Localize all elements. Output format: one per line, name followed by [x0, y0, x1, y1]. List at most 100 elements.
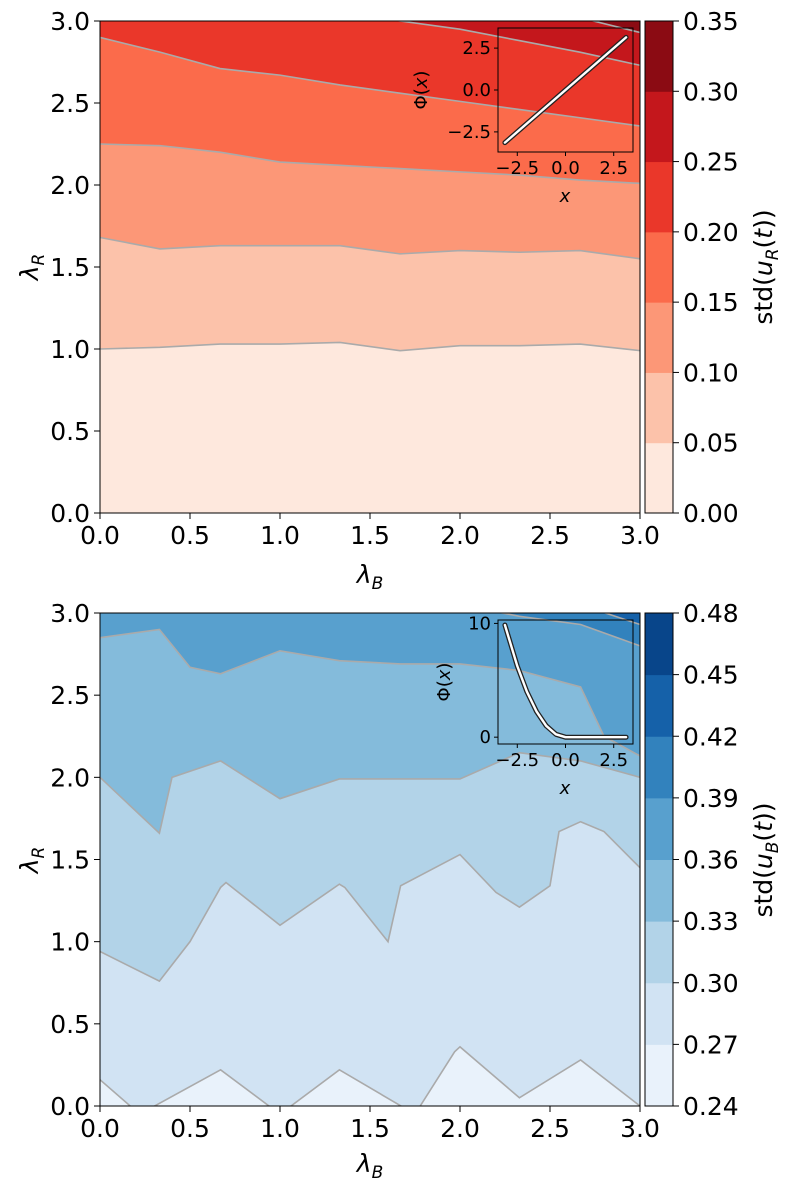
- top-inset: −2.5 0.0 2.5 −2.5 0.0 2.5 x Φ(x): [411, 27, 634, 207]
- colorbar-segment: [645, 613, 673, 676]
- x-tick-label: 1.5: [350, 521, 390, 550]
- y-tick-label: 0.5: [50, 417, 90, 446]
- top-inset-y-label: Φ(x): [411, 71, 432, 110]
- contour-band-5: [502, 613, 640, 646]
- inset-x-tick-label: −2.5: [495, 158, 539, 179]
- x-tick-label: 1.0: [260, 521, 300, 550]
- colorbar-tick-label: 0.00: [683, 499, 739, 528]
- colorbar-tick-label: 0.15: [683, 288, 739, 317]
- top-contour-lines: [100, 21, 640, 352]
- inset-curve: [503, 36, 628, 144]
- x-tick-label: 0.0: [80, 1114, 120, 1143]
- colorbar-segment: [645, 982, 673, 1045]
- colorbar-segment: [645, 91, 673, 163]
- colorbar-tick-label: 0.20: [683, 218, 739, 247]
- contour-line-0.42: [602, 613, 640, 626]
- bottom-inset-x-axis: −2.5 0.0 2.5: [495, 744, 628, 771]
- bottom-inset: −2.5 0.0 2.5 0 10 x Φ(x): [434, 613, 634, 799]
- y-tick-label: 3.0: [50, 7, 90, 36]
- colorbar-segment: [645, 797, 673, 860]
- colorbar-segment: [645, 1044, 673, 1107]
- top-inset-x-axis: −2.5 0.0 2.5: [495, 152, 628, 179]
- y-tick-label: 2.0: [50, 763, 90, 792]
- top-y-axis-label: λR: [15, 254, 49, 283]
- y-tick-label: 1.5: [50, 846, 90, 875]
- contour-line-0.2: [100, 36, 640, 127]
- colorbar-tick-label: 0.30: [683, 969, 739, 998]
- y-tick-label: 2.0: [50, 171, 90, 200]
- colorbar-tick-label: 0.39: [683, 784, 739, 813]
- colorbar-segment: [645, 736, 673, 799]
- y-tick-label: 0.0: [50, 499, 90, 528]
- inset-y-tick-label: 0: [480, 727, 491, 748]
- x-tick-label: 1.5: [350, 1114, 390, 1143]
- top-x-axis: 0.0 0.5 1.0 1.5 2.0 2.5 3.0: [80, 513, 660, 550]
- contour-band-4: [100, 613, 640, 756]
- contour-band-4: [100, 21, 640, 126]
- colorbar-segment: [645, 21, 673, 92]
- x-tick-label: 2.5: [530, 521, 570, 550]
- bottom-colorbar: 0.24 0.27 0.30 0.33 0.36 0.39 0.42 0.45 0.48: [644, 599, 739, 1121]
- colorbar-tick-label: 0.42: [683, 722, 739, 751]
- bottom-y-axis-label: λR: [15, 847, 49, 876]
- top-inset-curve: [502, 34, 629, 146]
- colorbar-segment: [645, 231, 673, 303]
- colorbar-tick-label: 0.24: [683, 1092, 739, 1121]
- top-colorbar: 0.00 0.05 0.10 0.15 0.20 0.25 0.30 0.35: [644, 7, 739, 528]
- bottom-colorbar-label: std(uB(t)): [749, 802, 783, 917]
- contour-line-0.15: [100, 143, 640, 185]
- colorbar-segment: [645, 302, 673, 373]
- x-tick-label: 0.5: [170, 521, 210, 550]
- colorbar-segment: [645, 674, 673, 737]
- inset-y-tick-label: 2.5: [462, 38, 491, 59]
- colorbar-segment: [645, 372, 673, 444]
- contour-line-0.25: [394, 21, 640, 67]
- colorbar-tick-label: 0.35: [683, 7, 739, 36]
- top-inset-y-axis: −2.5 0.0 2.5: [447, 38, 498, 143]
- bottom-contour-lines: [100, 613, 640, 1106]
- top-y-axis: 0.0 0.5 1.0 1.5 2.0 2.5 3.0: [50, 7, 100, 528]
- y-tick-label: 3.0: [50, 599, 90, 628]
- y-tick-label: 2.5: [50, 681, 90, 710]
- y-tick-label: 1.0: [50, 335, 90, 364]
- contour-band-5: [400, 21, 640, 66]
- colorbar-segment: [645, 859, 673, 922]
- inset-x-tick-label: 0.0: [551, 750, 580, 771]
- bottom-inset-x-label: x: [559, 778, 571, 799]
- contour-line-0.33: [100, 751, 640, 835]
- colorbar-tick-label: 0.25: [683, 148, 739, 177]
- x-tick-label: 2.0: [440, 1114, 480, 1143]
- colorbar-tick-label: 0.36: [683, 846, 739, 875]
- colorbar-tick-label: 0.30: [683, 77, 739, 106]
- bottom-x-axis-label: λB: [355, 1149, 383, 1183]
- top-colorbar-label: std(uR(t)): [749, 209, 783, 324]
- inset-x-tick-label: 2.5: [599, 750, 628, 771]
- bottom-inset-y-label: Φ(x): [434, 663, 455, 702]
- top-panel: 0.0 0.5 1.0 1.5 2.0 2.5 3.0 0.0 0.5 1.0 1.5 2.0 2.5…: [15, 7, 783, 594]
- bottom-inset-curve: [502, 622, 629, 740]
- bottom-inset-y-axis: 0 10: [468, 613, 498, 748]
- contour-line-0.45: [636, 613, 640, 614]
- y-tick-label: 1.0: [50, 928, 90, 957]
- inset-curve: [503, 623, 628, 739]
- colorbar-tick-label: 0.10: [683, 358, 739, 387]
- inset-y-tick-label: 0.0: [462, 80, 491, 101]
- top-inset-x-label: x: [559, 186, 571, 207]
- x-tick-label: 2.0: [440, 521, 480, 550]
- bottom-x-axis: 0.0 0.5 1.0 1.5 2.0 2.5 3.0: [80, 1106, 660, 1143]
- y-tick-label: 1.5: [50, 253, 90, 282]
- contour-line-0.39: [498, 613, 640, 647]
- x-tick-label: 3.0: [620, 1114, 660, 1143]
- x-tick-label: 2.5: [530, 1114, 570, 1143]
- y-tick-label: 0.5: [50, 1010, 90, 1039]
- inset-y-tick-label: −2.5: [447, 122, 491, 143]
- inset-x-tick-label: 2.5: [599, 158, 628, 179]
- colorbar-tick-label: 0.33: [683, 907, 739, 936]
- inset-x-tick-label: −2.5: [495, 750, 539, 771]
- y-tick-label: 2.5: [50, 89, 90, 118]
- colorbar-tick-label: 0.05: [683, 429, 739, 458]
- bottom-panel: 0.0 0.5 1.0 1.5 2.0 2.5 3.0 0.0 0.5 1.0 1.5 2.0 2.5…: [15, 599, 783, 1183]
- contour-line-0.36: [100, 628, 640, 757]
- x-tick-label: 3.0: [620, 521, 660, 550]
- colorbar-tick-label: 0.27: [683, 1030, 739, 1059]
